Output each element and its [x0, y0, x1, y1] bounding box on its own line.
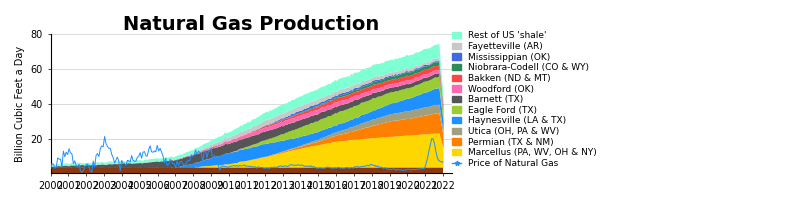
Legend: Rest of US 'shale', Fayetteville (AR), Mississippian (OK), Niobrara-Codell (CO &: Rest of US 'shale', Fayetteville (AR), M…: [452, 31, 597, 168]
Y-axis label: Billion Cubic Feet a Day: Billion Cubic Feet a Day: [15, 46, 25, 162]
Title: Natural Gas Production: Natural Gas Production: [123, 15, 379, 34]
